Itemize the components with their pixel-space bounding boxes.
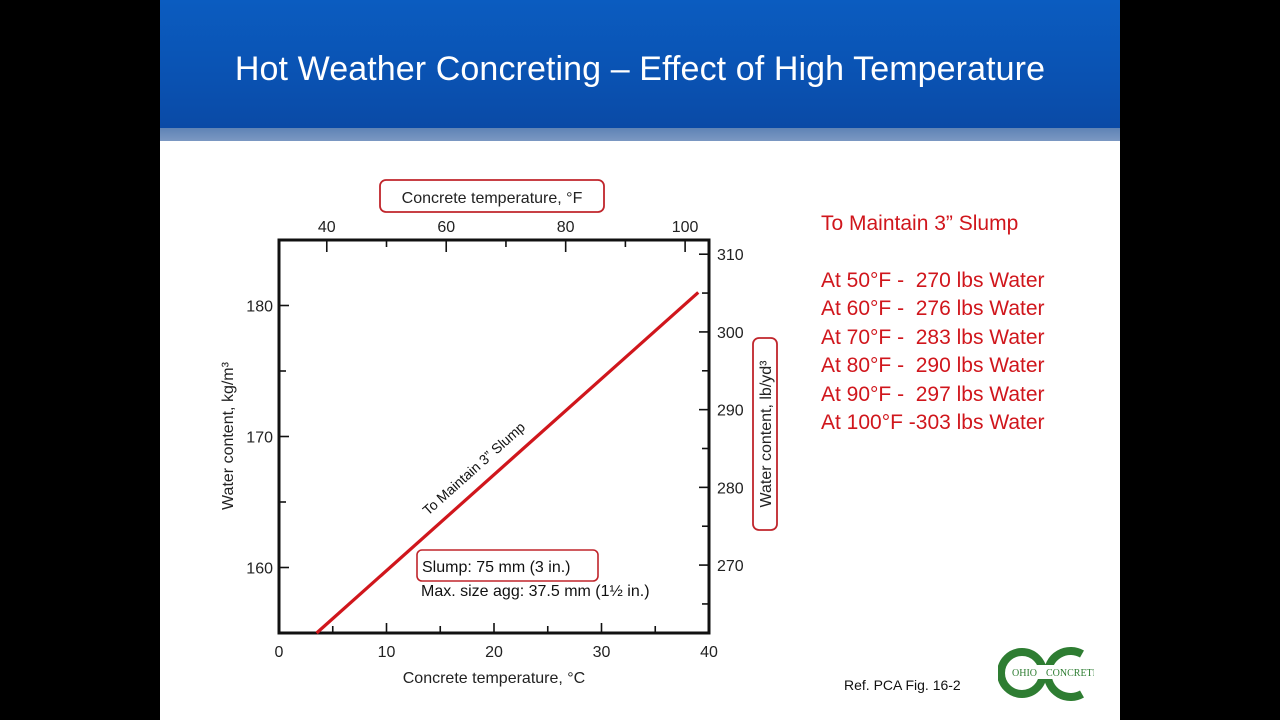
info-line-80f: At 80°F - 290 lbs Water [821,354,1045,377]
slump-note-box [416,549,599,582]
info-line-50f: At 50°F - 270 lbs Water [821,268,1045,292]
y-axis-title-left: Water content, kg/m³ [220,361,237,510]
y-tick-label-lb-290: 290 [717,403,744,420]
y-tick-label-lb-270: 270 [717,558,744,575]
slide-header: Hot Weather Concreting – Effect of High … [160,0,1120,128]
y-tick-label-lb-310: 310 [717,247,744,264]
y-tick-label-kg-170: 170 [246,430,273,447]
line-label: To Maintain 3” Slump [419,419,528,519]
x-tick-label-f-100: 100 [672,219,699,236]
info-line-90f: At 90°F - 297 lbs Water [821,382,1045,406]
reference-note: Ref. PCA Fig. 16-2 [844,677,961,693]
logo-text-ohio: OHIO [1012,668,1037,679]
x-axis-title-top: Concrete temperature, °F [402,190,583,207]
x-axis-title-bottom: Concrete temperature, °C [403,670,585,687]
info-line-60f: At 60°F - 276 lbs Water [821,297,1045,320]
info-heading: To Maintain 3” Slump [821,212,1019,235]
x-tick-label-c-10: 10 [378,644,396,661]
y-tick-label-lb-300: 300 [717,325,744,342]
aggregate-note: Max. size agg: 37.5 mm (1½ in.) [421,583,650,600]
y-axis-title-right-box [752,337,778,531]
x-tick-label-f-40: 40 [318,219,336,236]
x-tick-label-f-80: 80 [557,219,575,236]
slump-note: Slump: 75 mm (3 in.) [422,559,570,576]
x-axis-title-top-box [379,179,605,213]
series-line-0 [315,291,700,635]
ohio-concrete-logo: OHIO CONCRETE [998,647,1094,701]
y-tick-label-lb-280: 280 [717,480,744,497]
info-line-100f: At 100°F -303 lbs Water [821,411,1045,434]
water-temperature-chart: 0 10 20 30 40 40 60 80 100 160 170 180 270 280 290 300 3… [220,179,778,687]
y-tick-label-kg-180: 180 [246,299,273,316]
x-tick-label-f-60: 60 [437,219,455,236]
x-tick-label-c-0: 0 [275,644,284,661]
x-tick-label-c-20: 20 [485,644,503,661]
slide: Hot Weather Concreting – Effect of High … [160,0,1120,720]
info-panel: To Maintain 3” Slump At 50°F - 270 lbs W… [821,210,1045,438]
y-tick-label-kg-160: 160 [246,561,273,578]
info-line-70f: At 70°F - 283 lbs Water [821,325,1045,349]
slide-title: Hot Weather Concreting – Effect of High … [234,50,1046,88]
x-tick-label-c-40: 40 [700,644,718,661]
header-band [160,128,1120,141]
y-axis-title-right: Water content, lb/yd³ [758,360,775,508]
logo-text-concrete: CONCRETE [1046,668,1094,679]
x-tick-label-c-30: 30 [593,644,611,661]
